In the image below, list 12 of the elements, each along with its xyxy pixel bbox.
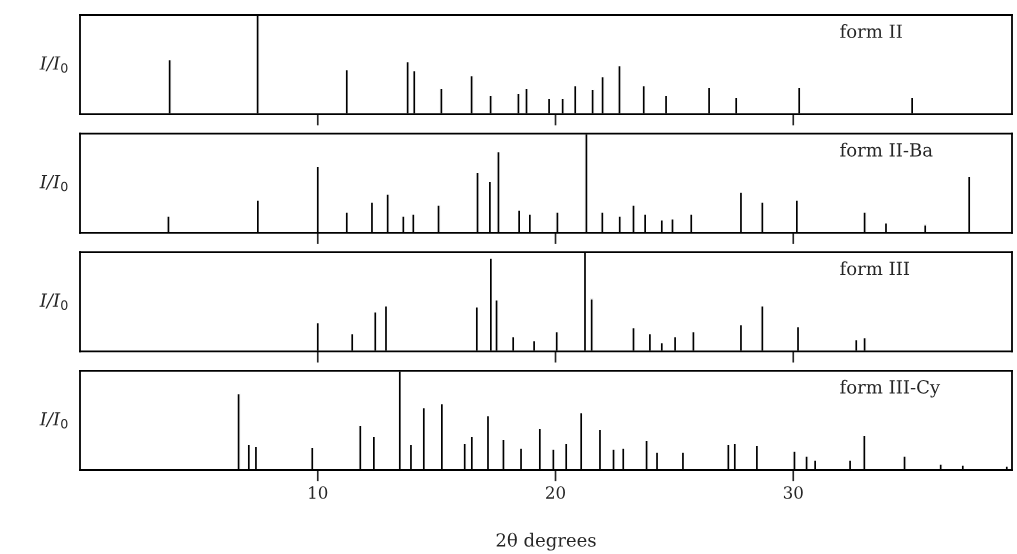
annotation: form III [840,261,910,276]
y-axis-title: I/I$_{0}$ [39,293,68,310]
annotation: form III-Cy [840,379,941,398]
annotation: form II [840,24,902,39]
x-tick-label: 10 [309,486,328,499]
x-axis-title: 2θ degrees [496,532,596,551]
x-tick-label: 30 [783,486,803,499]
x-tick-label: 20 [546,486,566,499]
y-axis-title: I/I$_{0}$ [39,56,68,73]
y-axis-title: I/I$_{0}$ [39,175,68,192]
y-axis-title: I/I$_{0}$ [39,412,68,429]
annotation: form II-Ba [840,142,933,157]
